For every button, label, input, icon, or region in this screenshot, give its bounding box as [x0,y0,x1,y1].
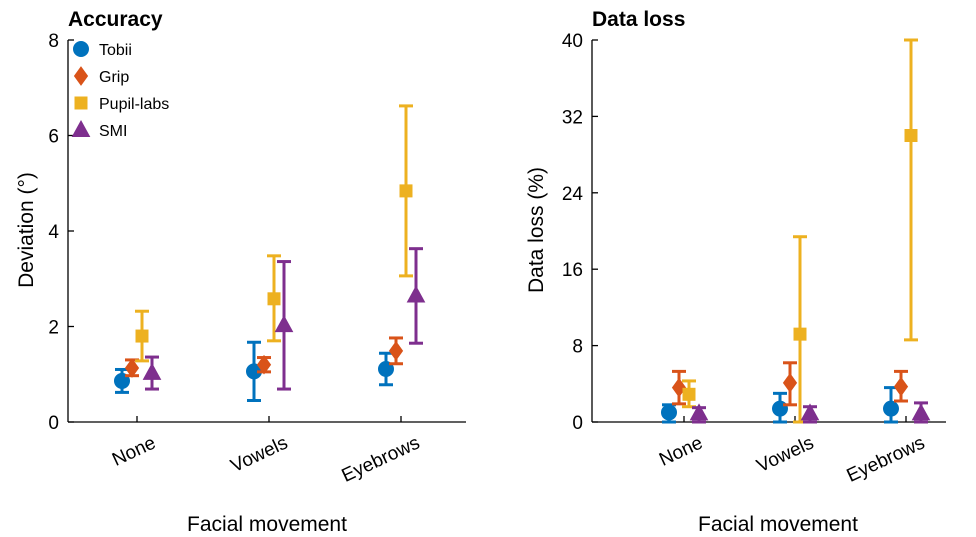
data-loss-series-grip [671,361,909,407]
data-point [267,292,281,306]
data-point [782,372,798,393]
data-loss-y-tick-label: 0 [572,413,583,434]
data-point [904,129,918,142]
data-point [911,403,931,421]
data-point [399,184,413,198]
accuracy-y-tick-label: 0 [48,413,59,434]
accuracy-y-axis-label: Deviation (°) [15,172,38,288]
data-point [274,315,294,333]
accuracy-series-pupil-labs [135,104,413,363]
accuracy-x-tick-label: Eyebrows [339,432,423,486]
data-loss-y-tick-label: 40 [562,31,583,52]
data-point [135,329,149,343]
data-loss-panel: Data loss Data loss (%) Facial movement … [525,8,946,536]
legend-marker [73,41,89,57]
data-point [689,403,709,421]
data-loss-y-tick-label: 8 [572,337,583,358]
data-point [378,360,394,377]
data-loss-series-smi [689,401,931,424]
data-loss-series-pupil-labs [682,38,918,424]
data-point [682,387,696,401]
data-point [893,376,909,397]
accuracy-series-tobii [114,340,394,403]
accuracy-series-grip [124,336,404,378]
data-loss-series-tobii [661,386,899,424]
accuracy-y-tick-label: 2 [48,318,59,339]
accuracy-x-axis-label: Facial movement [187,513,347,536]
data-point [124,358,140,378]
legend-label: Pupil-labs [99,96,169,113]
data-loss-y-tick-label: 24 [562,184,584,205]
accuracy-y-tick-label: 8 [48,31,59,52]
accuracy-y-tick-label: 6 [48,127,59,148]
legend-label: Grip [99,69,129,86]
accuracy-x-tick-label: Vowels [228,432,291,476]
error-bar [904,38,918,342]
data-point [388,340,404,361]
data-point [661,404,677,421]
data-loss-x-tick-label: None [656,432,706,470]
legend-label: SMI [99,123,127,140]
accuracy-x-tick-label: None [109,432,159,470]
accuracy-chart-title: Accuracy [68,8,163,31]
data-loss-chart-title: Data loss [592,8,685,31]
data-loss-y-tick-label: 32 [562,107,583,128]
data-loss-x-tick-label: Eyebrows [844,432,928,486]
data-point [256,354,272,375]
data-point [114,372,130,389]
data-point [406,285,426,303]
data-point [671,377,687,398]
legend: Tobii Grip Pupil-labs SMI [71,41,169,140]
data-loss-x-axis-label: Facial movement [698,513,858,536]
accuracy-y-tick-label: 4 [48,222,59,243]
data-loss-y-axis-label: Data loss (%) [525,167,548,293]
legend-label: Tobii [99,42,132,59]
accuracy-series-smi [142,247,426,391]
data-point [800,403,820,421]
data-loss-x-tick-label: Vowels [754,432,817,476]
accuracy-panel: Accuracy Deviation (°) Facial movement 0… [15,8,466,536]
data-point [142,362,162,380]
data-point [883,400,899,417]
legend-marker [71,119,91,137]
data-point [793,327,807,341]
legend-marker [74,96,88,110]
legend-marker [73,66,89,86]
data-loss-y-tick-label: 16 [562,260,583,281]
